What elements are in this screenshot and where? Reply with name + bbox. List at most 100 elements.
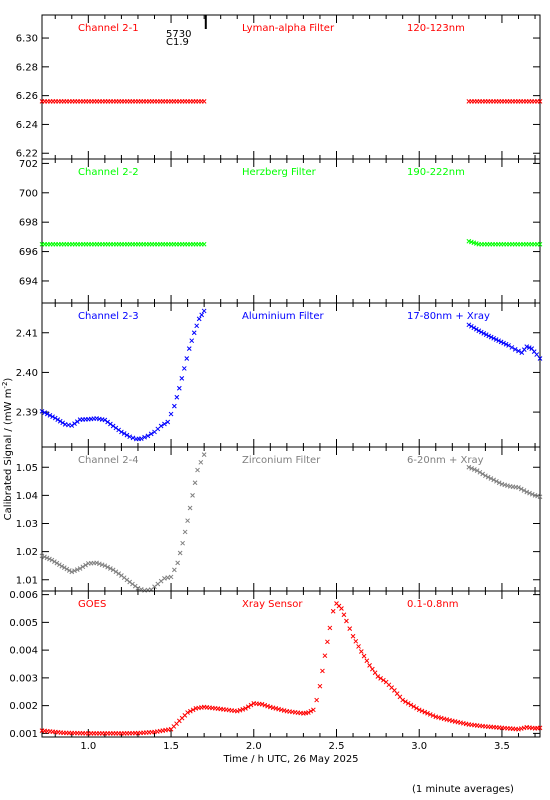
y-tick-label: 696 — [19, 247, 38, 258]
data-point — [49, 557, 55, 563]
data-point — [422, 709, 428, 715]
data-point — [350, 633, 356, 639]
data-point — [488, 476, 494, 481]
data-point — [526, 345, 532, 350]
data-point — [190, 493, 195, 498]
data-point — [381, 677, 386, 683]
data-point — [537, 356, 543, 361]
averaging-note: (1 minute averages) — [412, 784, 514, 795]
data-point — [466, 322, 472, 328]
data-point — [483, 473, 488, 479]
data-point — [245, 704, 251, 710]
y-tick-label: 1.03 — [16, 519, 38, 530]
data-point — [344, 618, 349, 624]
data-point — [47, 556, 52, 562]
x-tick-label: 2.5 — [329, 741, 345, 752]
data-point — [201, 308, 207, 314]
data-point — [308, 708, 314, 714]
y-tick-label: 702 — [19, 159, 38, 170]
data-point — [201, 241, 207, 247]
data-point — [127, 434, 133, 440]
data-point — [524, 344, 530, 349]
panel-filter-label: Herzberg Filter — [242, 167, 317, 178]
panel-band-label: 190-222nm — [407, 167, 465, 178]
panel-band-label: 6-20nm + Xray — [407, 455, 484, 466]
data-point — [473, 326, 479, 332]
data-point — [77, 566, 83, 571]
x-tick-label: 1.5 — [163, 741, 179, 752]
data-point — [356, 644, 361, 649]
data-point — [476, 328, 482, 334]
data-point — [493, 337, 499, 342]
data-point — [201, 452, 207, 457]
data-point — [64, 566, 70, 572]
data-point — [322, 653, 328, 659]
data-point — [314, 697, 319, 703]
panel-frame — [41, 302, 541, 448]
data-point — [262, 702, 268, 708]
data-point — [135, 585, 141, 591]
data-point — [185, 518, 190, 524]
data-point — [145, 433, 151, 439]
data-point — [430, 713, 436, 718]
panel-2: 694 696 698 700 702 Channel 2-2 Herzberg Filte… — [19, 158, 543, 304]
panel-frame — [41, 446, 541, 592]
y-tick-label: 0.001 — [9, 729, 38, 740]
panel-filter-label: Zirconium Filter — [242, 455, 321, 466]
data-point — [408, 702, 414, 708]
y-tick-label: 6.26 — [16, 91, 38, 102]
data-point — [187, 708, 193, 714]
data-point — [259, 701, 265, 707]
flare-annotation-class: C1.9 — [166, 37, 189, 48]
data-point — [501, 340, 506, 346]
data-point — [198, 459, 204, 465]
data-point — [69, 569, 75, 575]
data-point — [427, 712, 433, 717]
data-point — [185, 710, 190, 715]
data-point — [353, 638, 359, 644]
data-point — [182, 529, 188, 535]
data-point — [469, 466, 474, 471]
data-point — [411, 704, 417, 709]
data-point — [57, 562, 62, 568]
data-point — [483, 332, 489, 337]
data-point — [477, 469, 483, 475]
x-tick-label: 3.0 — [411, 741, 427, 752]
data-point — [471, 325, 477, 331]
data-point — [50, 414, 55, 420]
data-point — [400, 697, 406, 703]
data-point — [130, 435, 136, 441]
data-point — [108, 421, 113, 427]
data-point — [306, 710, 311, 715]
y-tick-label: 1.01 — [16, 575, 38, 586]
y-tick-label: 0.004 — [9, 646, 38, 657]
data-point — [66, 568, 72, 573]
data-point — [416, 707, 422, 713]
data-point — [195, 467, 200, 473]
y-tick-label: 2.40 — [16, 368, 38, 379]
data-point — [330, 608, 336, 614]
data-point — [110, 567, 116, 573]
data-point — [527, 490, 532, 496]
data-point — [466, 464, 472, 470]
data-point — [494, 478, 499, 484]
data-point — [162, 575, 167, 581]
data-point — [116, 571, 122, 577]
data-point — [378, 675, 383, 681]
data-point — [201, 99, 207, 104]
panel-channel-label: Channel 2-1 — [78, 23, 139, 34]
y-tick-label: 0.006 — [9, 590, 38, 601]
data-point — [74, 567, 80, 572]
data-point — [518, 486, 524, 492]
panel-filter-label: Aluminium Filter — [242, 311, 325, 322]
data-point — [52, 559, 57, 564]
data-point — [405, 700, 411, 706]
data-point — [317, 683, 323, 689]
data-point — [512, 347, 518, 352]
data-point — [108, 566, 113, 571]
data-point — [94, 560, 99, 566]
data-point — [403, 699, 408, 705]
data-point — [498, 339, 504, 345]
data-point — [474, 468, 480, 473]
panel-band-label: 17-80nm + Xray — [407, 311, 490, 322]
